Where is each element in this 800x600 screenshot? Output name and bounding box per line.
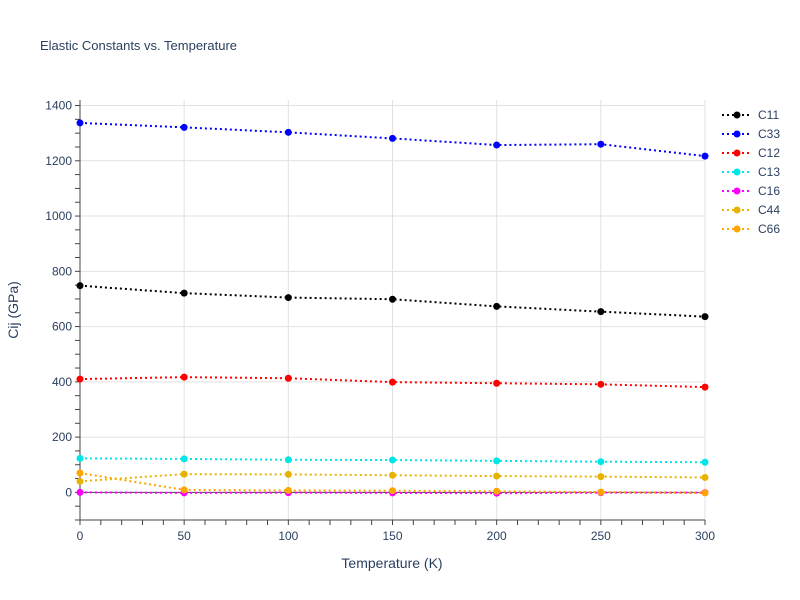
data-point [180,373,188,381]
data-point [701,473,709,481]
data-point [597,488,605,496]
data-point [76,282,84,290]
data-point [597,458,605,466]
data-point [389,134,396,142]
y-tick-label: 800 [52,264,72,278]
x-tick-label: 0 [77,529,84,543]
data-point [701,458,709,466]
y-tick-label: 1400 [45,99,72,113]
y-tick-label: 400 [52,375,72,389]
legend-swatch-marker [733,130,741,138]
axis-layer: 0 50 100 150 200 250 300 0 200 400 600 800 1000 1200 1… [45,99,715,543]
data-point [76,375,84,383]
legend-swatch-marker [733,206,741,214]
data-point [284,294,292,302]
y-tick-label: 600 [52,320,72,334]
legend-label: C13 [758,165,780,179]
legend-swatch-marker [733,225,741,233]
data-point [180,455,188,463]
data-point [76,477,84,485]
series-c66 [76,469,709,497]
chart-title: Elastic Constants vs. Temperature [40,38,237,53]
data-point [493,472,501,480]
data-point [180,123,188,131]
legend-swatch-marker [733,187,741,195]
series-layer [76,119,709,497]
data-point [180,486,188,494]
data-point [701,313,709,321]
data-point [597,380,605,388]
y-tick-label: 1200 [45,154,72,168]
y-tick-label: 200 [52,430,72,444]
data-point [389,471,396,479]
x-tick-label: 250 [591,529,611,543]
data-point [284,456,292,464]
data-point [284,128,292,136]
data-point [493,379,501,387]
legend-label: C33 [758,127,780,141]
data-point [76,488,84,496]
legend-item-c44: C44 [722,203,780,217]
legend-item-c12: C12 [722,146,780,160]
x-tick-label: 300 [695,529,715,543]
legend-label: C12 [758,146,780,160]
data-point [284,486,292,494]
data-point [284,470,292,478]
x-axis-title: Temperature (K) [341,555,442,571]
legend-item-c66: C66 [722,222,780,236]
legend-item-c13: C13 [722,165,780,179]
data-point [493,457,501,465]
data-point [597,140,605,148]
legend-item-c16: C16 [722,184,780,198]
data-point [701,489,709,497]
legend-swatch-marker [733,111,741,119]
legend-label: C44 [758,203,780,217]
data-point [76,454,84,462]
data-point [493,487,501,495]
data-point [493,302,501,310]
series-c44 [76,470,709,485]
y-tick-label: 1000 [45,209,72,223]
series-c13 [76,454,709,466]
legend-item-c33: C33 [722,127,780,141]
x-tick-label: 50 [177,529,191,543]
legend-swatch-marker [733,149,741,157]
data-point [597,308,605,316]
data-point [389,295,396,303]
legend-item-c11: C11 [722,108,779,122]
series-c12 [76,373,709,391]
data-point [389,487,396,495]
legend-label: C11 [758,108,779,122]
data-point [389,456,396,464]
y-axis-title: Cij (GPa) [5,281,21,339]
data-point [597,473,605,481]
data-point [701,152,709,160]
series-c33 [76,119,709,160]
legend-label: C66 [758,222,780,236]
data-point [180,470,188,478]
series-c11 [76,282,709,321]
data-point [76,469,84,477]
x-tick-label: 100 [278,529,298,543]
x-tick-label: 200 [487,529,507,543]
data-point [389,378,396,386]
x-tick-label: 150 [382,529,402,543]
data-point [701,383,709,391]
legend-swatch-marker [733,168,741,176]
y-tick-label: 0 [65,485,72,499]
data-point [76,119,84,127]
data-point [493,141,501,149]
data-point [180,289,188,297]
data-point [284,374,292,382]
legend: C11 C33 C12 C13 C16 C44 C66 [722,108,780,236]
legend-label: C16 [758,184,780,198]
